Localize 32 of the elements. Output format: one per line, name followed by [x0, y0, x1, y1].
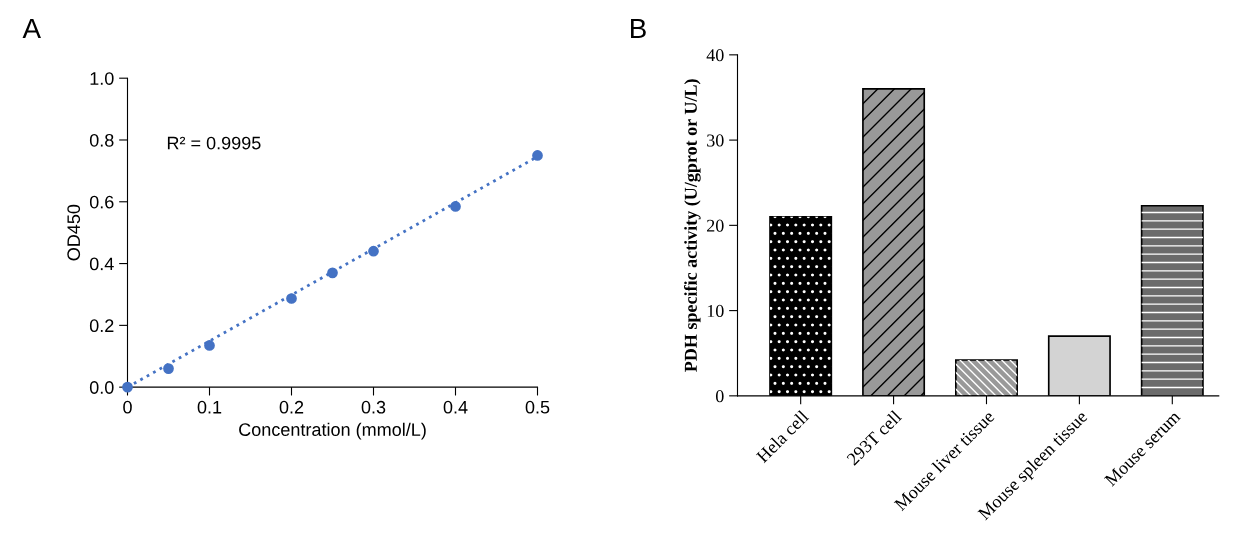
text: A — [22, 18, 41, 39]
annotation: R² = 0.9995 — [167, 136, 261, 150]
y-tick-label: 0.2 — [89, 319, 114, 333]
point — [532, 150, 543, 161]
point — [327, 267, 338, 279]
y-tick-label: 20 — [707, 219, 724, 232]
y-axis-title: PDH specific activity (U/gprot or U/L) — [684, 79, 701, 372]
point — [122, 381, 133, 393]
point — [368, 245, 379, 257]
point — [163, 363, 174, 374]
y-tick-label: 40 — [706, 49, 724, 62]
x-tick-label: Hela cell — [755, 409, 810, 464]
x-tick-label: 0.4 — [443, 400, 468, 414]
y-tick-label: 0.8 — [89, 133, 114, 147]
y-axis-title: OD450 — [67, 204, 81, 261]
y-tick-label: 0.0 — [89, 381, 114, 394]
y-tick-label: 1.0 — [90, 72, 114, 85]
x-tick-label: 0 — [123, 400, 132, 414]
y-tick-label: 0.6 — [89, 195, 114, 209]
y-tick-label: 0.4 — [89, 257, 114, 271]
y-tick-label: 10 — [707, 304, 724, 318]
point — [204, 340, 215, 351]
y-tick-label: 0 — [715, 390, 724, 403]
x-tick-label: 0.2 — [279, 400, 304, 414]
y-tick-label: 30 — [707, 134, 724, 147]
x-tick-label: 0.5 — [525, 400, 550, 414]
x-tick-label: 0.1 — [197, 400, 222, 414]
point — [286, 293, 297, 304]
x-tick-label: 0.3 — [361, 400, 386, 414]
point — [450, 201, 461, 212]
x-axis-title: Concentration (mmol/L) — [239, 422, 426, 440]
text: B — [631, 18, 646, 39]
